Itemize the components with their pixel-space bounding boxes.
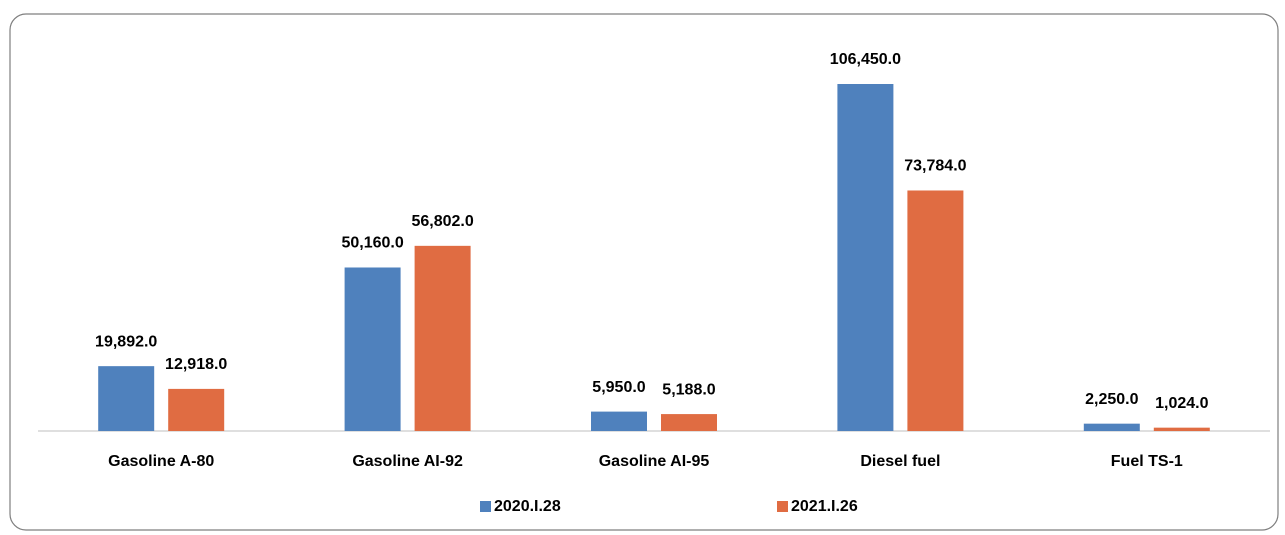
value-label: 1,024.0 (1155, 395, 1208, 412)
value-label: 5,950.0 (592, 379, 645, 396)
legend-label: 2020.I.28 (494, 498, 561, 515)
x-tick-label: Gasoline AI-92 (352, 453, 463, 470)
value-label: 50,160.0 (341, 235, 403, 252)
bar (661, 414, 717, 431)
x-tick-label: Gasoline A-80 (108, 453, 214, 470)
value-label: 19,892.0 (95, 333, 157, 350)
value-label: 5,188.0 (662, 381, 715, 398)
value-label: 56,802.0 (411, 213, 473, 230)
bar (344, 267, 401, 431)
bar (591, 411, 647, 431)
value-label: 12,918.0 (165, 356, 227, 373)
value-label: 106,450.0 (830, 51, 901, 68)
bar (1083, 423, 1140, 431)
bar (414, 245, 471, 431)
value-label: 2,250.0 (1085, 391, 1138, 408)
x-tick-label: Fuel TS-1 (1111, 453, 1183, 470)
bar (1153, 427, 1210, 431)
bar (168, 388, 225, 431)
value-label: 73,784.0 (904, 158, 966, 175)
legend-swatch (480, 501, 491, 512)
legend-swatch (777, 501, 788, 512)
x-tick-label: Gasoline AI-95 (599, 453, 710, 470)
x-tick-label: Diesel fuel (860, 453, 940, 470)
bar (837, 84, 894, 431)
bar (907, 190, 964, 431)
bar (98, 366, 155, 431)
legend-label: 2021.I.26 (791, 498, 858, 515)
